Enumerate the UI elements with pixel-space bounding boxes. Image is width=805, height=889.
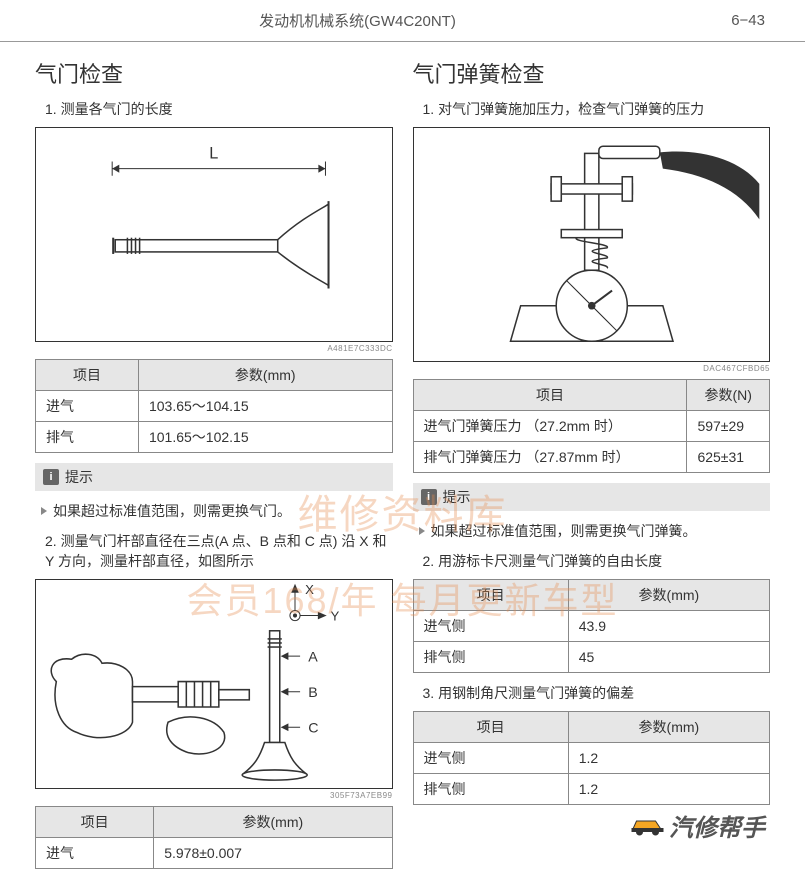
table-header: 项目 (413, 712, 568, 743)
table-spring-deviation: 项目 参数(mm) 进气侧 1.2 排气侧 1.2 (413, 711, 771, 805)
table-cell: 排气侧 (413, 642, 568, 673)
figure-valve-length: L (35, 127, 393, 342)
right-step-2: 2. 用游标卡尺测量气门弹簧的自由长度 (413, 551, 771, 571)
header-page-number: 6−43 (675, 12, 765, 29)
table-header: 参数(mm) (138, 360, 392, 391)
figure-spring-tester (413, 127, 771, 362)
header-title: 发动机机械系统(GW4C20NT) (40, 10, 675, 31)
page-header: 发动机机械系统(GW4C20NT) 6−43 (0, 0, 805, 42)
table-cell: 进气侧 (413, 743, 568, 774)
table-header: 参数(mm) (568, 580, 769, 611)
table-cell: 103.65～104.15 (138, 391, 392, 422)
hint-bar: i 提示 (35, 463, 393, 491)
right-step-3: 3. 用钢制角尺测量气门弹簧的偏差 (413, 683, 771, 703)
table-cell: 进气门弹簧压力 （27.2mm 时） (413, 411, 687, 442)
table-cell: 排气侧 (413, 774, 568, 805)
table-header: 项目 (413, 580, 568, 611)
two-column-layout: 维修资料库 会员168/年 每月更新车型 气门检查 1. 测量各气门的长度 L (0, 42, 805, 889)
info-icon: i (421, 489, 437, 505)
table-cell: 排气 (36, 422, 139, 453)
left-step-2: 2. 测量气门杆部直径在三点(A 点、B 点和 C 点) 沿 X 和 Y 方向，… (35, 531, 393, 571)
spring-tester-diagram (414, 128, 770, 367)
table-cell: 进气 (36, 838, 154, 869)
point-label-C: C (308, 720, 318, 736)
table-cell: 101.65～102.15 (138, 422, 392, 453)
left-step-1: 1. 测量各气门的长度 (35, 99, 393, 119)
table-valve-length: 项目 参数(mm) 进气 103.65～104.15 排气 101.65～102… (35, 359, 393, 453)
left-column: 气门检查 1. 测量各气门的长度 L (35, 57, 393, 879)
table-cell: 1.2 (568, 774, 769, 805)
table-stem-diameter: 项目 参数(mm) 进气 5.978±0.007 (35, 806, 393, 869)
hint-text: 如果超过标准值范围，则需更换气门弹簧。 (413, 517, 771, 551)
axis-label-X: X (305, 582, 314, 597)
table-cell: 43.9 (568, 611, 769, 642)
stem-diameter-diagram: X Y A B (36, 580, 392, 793)
dim-label-L: L (209, 144, 218, 162)
table-header: 参数(mm) (568, 712, 769, 743)
table-header: 项目 (36, 360, 139, 391)
right-section-title: 气门弹簧检查 (413, 57, 771, 89)
table-cell: 597±29 (687, 411, 770, 442)
point-label-B: B (308, 685, 317, 701)
table-header: 参数(N) (687, 380, 770, 411)
table-cell: 1.2 (568, 743, 769, 774)
table-row: 项目 参数(mm) (413, 712, 770, 743)
table-cell: 进气 (36, 391, 139, 422)
table-spring-free-length: 项目 参数(mm) 进气侧 43.9 排气侧 45 (413, 579, 771, 673)
right-column: 气门弹簧检查 1. 对气门弹簧施加压力，检查气门弹簧的压力 (413, 57, 771, 879)
table-row: 进气侧 43.9 (413, 611, 770, 642)
figure-valve-stem-diameter: X Y A B (35, 579, 393, 789)
table-spring-force: 项目 参数(N) 进气门弹簧压力 （27.2mm 时） 597±29 排气门弹簧… (413, 379, 771, 473)
table-row: 进气侧 1.2 (413, 743, 770, 774)
table-row: 排气门弹簧压力 （27.87mm 时） 625±31 (413, 442, 770, 473)
table-cell: 5.978±0.007 (154, 838, 392, 869)
table-row: 项目 参数(N) (413, 380, 770, 411)
table-row: 项目 参数(mm) (36, 807, 393, 838)
table-row: 项目 参数(mm) (413, 580, 770, 611)
hint-text: 如果超过标准值范围，则需更换气门。 (35, 497, 393, 531)
table-row: 进气 5.978±0.007 (36, 838, 393, 869)
left-section-title: 气门检查 (35, 57, 393, 89)
table-header: 项目 (36, 807, 154, 838)
hint-label: 提示 (443, 487, 471, 507)
table-row: 排气侧 45 (413, 642, 770, 673)
table-cell: 625±31 (687, 442, 770, 473)
hint-bar: i 提示 (413, 483, 771, 511)
hint-label: 提示 (65, 467, 93, 487)
right-step-1: 1. 对气门弹簧施加压力，检查气门弹簧的压力 (413, 99, 771, 119)
axis-label-Y: Y (331, 609, 340, 624)
point-label-A: A (308, 649, 318, 665)
table-header: 参数(mm) (154, 807, 392, 838)
info-icon: i (43, 469, 59, 485)
table-row: 进气门弹簧压力 （27.2mm 时） 597±29 (413, 411, 770, 442)
table-cell: 45 (568, 642, 769, 673)
table-cell: 排气门弹簧压力 （27.87mm 时） (413, 442, 687, 473)
valve-length-diagram: L (36, 128, 392, 346)
table-header: 项目 (413, 380, 687, 411)
table-cell: 进气侧 (413, 611, 568, 642)
table-row: 排气侧 1.2 (413, 774, 770, 805)
table-row: 排气 101.65～102.15 (36, 422, 393, 453)
table-row: 项目 参数(mm) (36, 360, 393, 391)
table-row: 进气 103.65～104.15 (36, 391, 393, 422)
